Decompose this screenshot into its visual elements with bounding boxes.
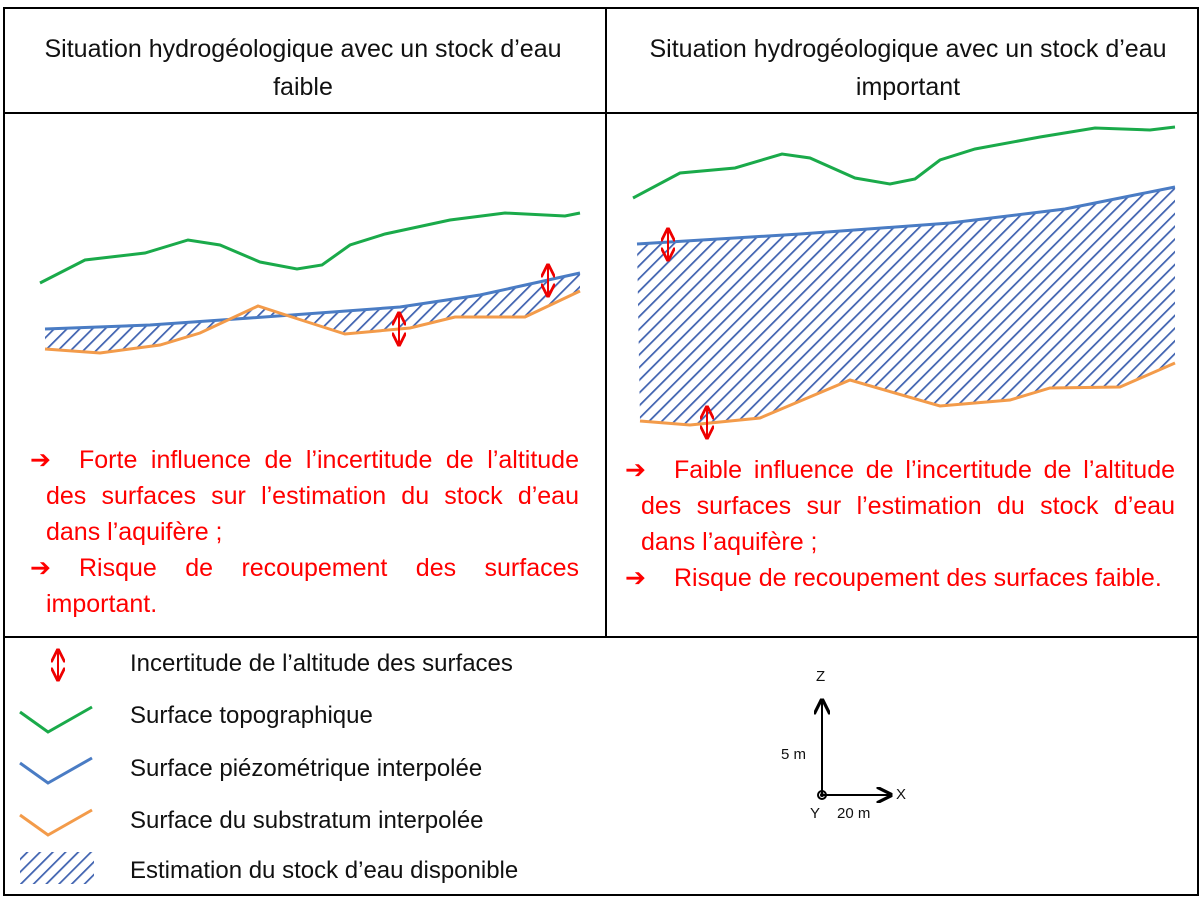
axis-label: Y	[810, 805, 821, 822]
panel-title: Situation hydrogéologique avec un stock …	[649, 35, 1167, 101]
panel-title: Situation hydrogéologique avec un stock …	[44, 35, 562, 101]
bullet-text: Risque de recoupement des surfaces faibl…	[674, 564, 1162, 592]
legend-icons	[19, 705, 94, 884]
axes-icon	[818, 700, 891, 799]
piezo-line	[44, 271, 581, 331]
bullet-text: Forte influence de l’incertitude de l’al…	[46, 446, 579, 546]
substratum-line	[44, 289, 581, 355]
bullet-text: Faible influence de l’incertitude de l’a…	[641, 456, 1175, 556]
bullets: ➔ Faible influence de l’incertitude de l’…	[625, 452, 1175, 596]
arrow: ➔	[30, 554, 51, 582]
axis-label: Z	[816, 668, 826, 685]
arrow: ➔	[625, 564, 646, 592]
water-stock	[637, 187, 1175, 425]
frame	[3, 7, 1199, 896]
arrow: ➔	[30, 446, 51, 474]
legend-text: Surface topographique	[130, 702, 373, 729]
bullets: ➔ Forte influence de l’incertitude de l’a…	[30, 442, 579, 622]
water-stock	[45, 273, 580, 353]
axis-label: X	[896, 786, 907, 803]
legend-text: Surface piézométrique interpolée	[130, 755, 483, 782]
topo-line	[39, 211, 581, 285]
piezo-line	[636, 185, 1176, 246]
uncertainty-arrows	[58, 229, 707, 680]
legend-text: Surface du substratum interpolée	[130, 807, 484, 834]
bullet-text: Risque de recoupement des surfaces impor…	[46, 554, 579, 618]
legend-text: Incertitude de l’altitude des surfaces	[130, 650, 513, 677]
topo-line	[632, 125, 1176, 200]
legend-text: Estimation du stock d’eau disponible	[130, 857, 519, 884]
arrow: ➔	[625, 456, 646, 484]
scale-label: 20 m	[837, 805, 871, 822]
scale-label: 5 m	[781, 746, 807, 763]
